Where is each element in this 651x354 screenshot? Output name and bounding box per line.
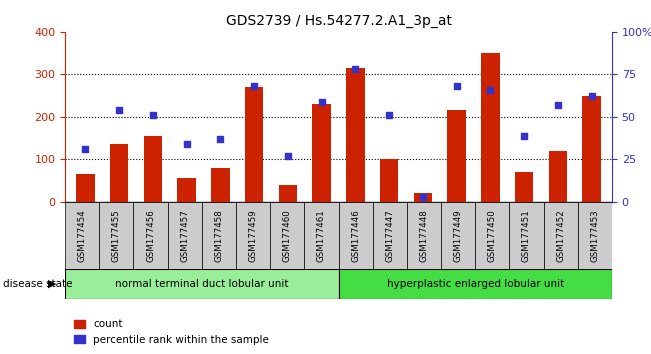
Text: GSM177447: GSM177447	[385, 209, 395, 262]
Point	[553, 102, 563, 108]
Legend: count, percentile rank within the sample: count, percentile rank within the sample	[70, 315, 273, 349]
Bar	[447, 110, 466, 202]
Text: ▶: ▶	[48, 279, 56, 289]
Bar	[99, 202, 133, 269]
Text: GSM177461: GSM177461	[317, 209, 326, 262]
Point	[587, 93, 597, 99]
Text: GSM177459: GSM177459	[249, 209, 258, 262]
Bar	[413, 193, 432, 202]
Bar	[481, 53, 500, 202]
Text: GSM177452: GSM177452	[556, 209, 565, 262]
Text: GSM177460: GSM177460	[283, 209, 292, 262]
Bar	[475, 202, 509, 269]
Bar	[372, 202, 407, 269]
Bar	[577, 202, 612, 269]
Text: GSM177449: GSM177449	[454, 209, 463, 262]
Bar	[312, 104, 331, 202]
Point	[182, 141, 192, 147]
Bar	[65, 269, 339, 299]
Bar	[339, 269, 612, 299]
Bar	[211, 168, 230, 202]
Bar	[76, 174, 94, 202]
Text: GSM177451: GSM177451	[522, 209, 531, 262]
Point	[283, 153, 293, 159]
Point	[215, 136, 226, 142]
Bar	[441, 202, 475, 269]
Point	[148, 112, 158, 118]
Point	[80, 146, 90, 152]
Bar	[583, 96, 601, 202]
Bar	[177, 178, 196, 202]
Bar	[304, 202, 339, 269]
Point	[418, 194, 428, 200]
Bar	[65, 202, 99, 269]
Bar	[339, 202, 372, 269]
Text: GSM177456: GSM177456	[146, 209, 155, 262]
Point	[384, 112, 395, 118]
Point	[485, 87, 495, 92]
Text: hyperplastic enlarged lobular unit: hyperplastic enlarged lobular unit	[387, 279, 564, 289]
Bar	[407, 202, 441, 269]
Bar	[380, 159, 398, 202]
Bar	[346, 68, 365, 202]
Bar	[544, 202, 577, 269]
Point	[316, 99, 327, 104]
Text: GSM177454: GSM177454	[77, 209, 87, 262]
Bar	[168, 202, 202, 269]
Bar	[515, 172, 533, 202]
Text: GSM177446: GSM177446	[351, 209, 360, 262]
Bar	[270, 202, 304, 269]
Bar	[110, 144, 128, 202]
Point	[249, 84, 259, 89]
Point	[519, 133, 529, 138]
Text: GSM177448: GSM177448	[419, 209, 428, 262]
Text: normal terminal duct lobular unit: normal terminal duct lobular unit	[115, 279, 288, 289]
Bar	[509, 202, 544, 269]
Point	[114, 107, 124, 113]
Title: GDS2739 / Hs.54277.2.A1_3p_at: GDS2739 / Hs.54277.2.A1_3p_at	[225, 14, 452, 28]
Text: GSM177450: GSM177450	[488, 209, 497, 262]
Bar	[549, 151, 567, 202]
Text: GSM177458: GSM177458	[214, 209, 223, 262]
Bar	[236, 202, 270, 269]
Text: GSM177453: GSM177453	[590, 209, 600, 262]
Bar	[245, 87, 264, 202]
Bar	[144, 136, 162, 202]
Bar	[202, 202, 236, 269]
Text: disease state: disease state	[3, 279, 73, 289]
Point	[350, 67, 361, 72]
Point	[451, 84, 462, 89]
Text: GSM177457: GSM177457	[180, 209, 189, 262]
Text: GSM177455: GSM177455	[112, 209, 121, 262]
Bar	[279, 185, 297, 202]
Bar	[133, 202, 168, 269]
